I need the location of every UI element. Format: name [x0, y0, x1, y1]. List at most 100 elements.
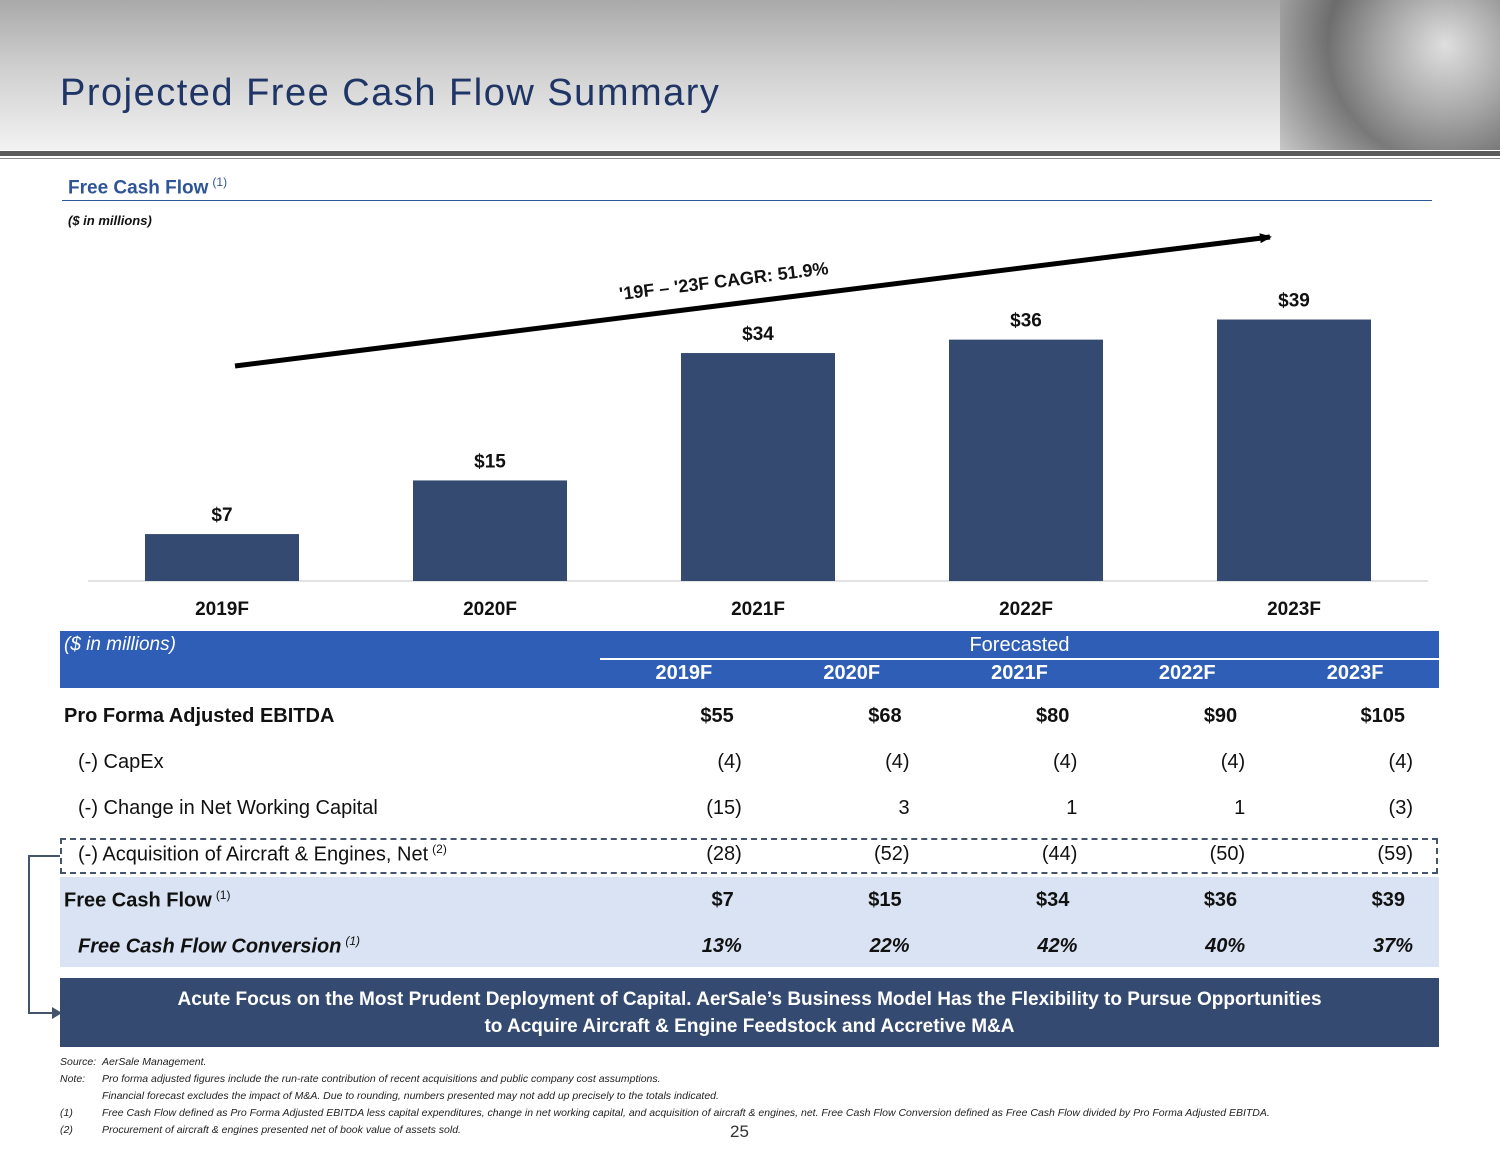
table-cell: $105	[1360, 704, 1405, 727]
table-cell: 3	[898, 796, 910, 819]
data-label: $36	[1010, 311, 1042, 332]
table-cell: (4)	[1052, 750, 1078, 773]
row-note-mark: (2)	[432, 841, 447, 856]
table-cell: (59)	[1377, 842, 1413, 865]
table-cell: (15)	[706, 796, 742, 819]
table-cell: 42%	[1037, 934, 1078, 957]
table-year-headers: 2019F 2020F 2021F 2022F 2023F	[600, 662, 1439, 685]
x-tick-label: 2021F	[731, 599, 785, 620]
section-divider	[62, 200, 1432, 201]
table-row-acquisition: (-) Acquisition of Aircraft & Engines, N…	[60, 831, 1439, 877]
row-label: Pro Forma Adjusted EBITDA	[64, 704, 335, 727]
year-header: 2020F	[823, 662, 881, 684]
table-row-fcf-conversion: Free Cash Flow Conversion (1) 13% 22% 42%…	[60, 923, 1439, 969]
footnote: (2) Procurement of aircraft & engines pre…	[60, 1122, 1440, 1139]
free-cash-flow-chart: '19F – '23F CAGR: 51.9% $72019F$152020F$…	[88, 233, 1428, 620]
x-tick-label: 2020F	[463, 599, 517, 620]
table-cell: $90	[1203, 704, 1238, 727]
year-header: 2022F	[1158, 662, 1216, 684]
row-label-text: (-) Acquisition of Aircraft & Engines, N…	[78, 843, 429, 866]
connector-line-vertical	[28, 855, 30, 1013]
table-cell: $36	[1203, 888, 1238, 911]
acquisition-highlight-box	[60, 838, 1438, 874]
row-label-text: Free Cash Flow	[64, 889, 212, 912]
bar-2019F	[145, 534, 299, 581]
table-cell: $39	[1371, 888, 1405, 911]
table-cell: $80	[1036, 704, 1070, 727]
table-cell: 1	[1066, 796, 1078, 819]
bar-2023F	[1217, 319, 1371, 581]
footnote: Financial forecast excludes the impact o…	[60, 1088, 1440, 1105]
table-cell: 13%	[701, 934, 742, 957]
table-row-ebitda: Pro Forma Adjusted EBITDA $55 $68 $80 $9…	[60, 693, 1439, 739]
footnote-text: Financial forecast excludes the impact o…	[102, 1090, 719, 1102]
footnotes: Source: AerSale Management. Note: Pro form…	[60, 1054, 1440, 1139]
row-note-mark: (1)	[215, 887, 231, 902]
header-divider-thin	[0, 158, 1500, 159]
table-cell: (28)	[706, 842, 742, 865]
forecasted-label: Forecasted	[969, 634, 1070, 656]
footnote-key: Note:	[60, 1073, 86, 1085]
row-label: Free Cash Flow Conversion (1)	[60, 934, 600, 959]
table-cell: $34	[1036, 888, 1070, 911]
bar-series: $7 2019F $15 2020F $34 2021F $36 2022F $39 2023F	[145, 291, 1371, 620]
table-cell: 22%	[869, 934, 910, 957]
chart-units: ($ in millions)	[68, 213, 152, 228]
footnote-key: Source:	[60, 1056, 97, 1068]
table-row-working-capital: (-) Change in Net Working Capital (15) 3…	[60, 785, 1439, 831]
cagr-arrow	[234, 233, 1272, 369]
table-cell: $15	[868, 888, 902, 911]
x-tick-label: 2022F	[999, 599, 1053, 620]
footnote-text: AerSale Management.	[102, 1056, 207, 1068]
connector-arrow-icon	[52, 1007, 62, 1019]
row-label: (-) Change in Net Working Capital	[78, 796, 378, 819]
section-title-text: Free Cash Flow	[68, 177, 209, 199]
row-label: Free Cash Flow (1)	[60, 888, 600, 913]
table-cell: 1	[1234, 796, 1246, 819]
callout-box: Acute Focus on the Most Prudent Deployme…	[60, 978, 1439, 1047]
table-cell: $7	[711, 888, 734, 911]
connector-line-bottom	[28, 1012, 54, 1014]
table-row-capex: (-) CapEx (4) (4) (4) (4) (4)	[60, 739, 1439, 785]
fcf-highlight-band	[60, 877, 1439, 967]
engine-image	[1280, 0, 1500, 150]
x-tick-label: 2023F	[1267, 599, 1321, 620]
row-label: (-) CapEx	[78, 750, 164, 773]
header-divider	[0, 151, 1500, 156]
footnote: Note: Pro forma adjusted figures include …	[60, 1071, 1440, 1088]
table-cell: 40%	[1205, 934, 1246, 957]
footnote-key: (2)	[60, 1124, 73, 1136]
table-body: Pro Forma Adjusted EBITDA $55 $68 $80 $9…	[60, 693, 1439, 969]
year-header: 2021F	[991, 662, 1048, 684]
footnote-key: (1)	[60, 1107, 73, 1119]
table-header: ($ in millions) Forecasted 2019F 2020F 2…	[60, 631, 1439, 688]
page-title: Projected Free Cash Flow Summary	[60, 72, 721, 114]
data-label: $39	[1278, 291, 1310, 312]
table-row-free-cash-flow: Free Cash Flow (1) $7 $15 $34 $36 $39	[60, 877, 1439, 923]
table-cell: (50)	[1209, 842, 1246, 865]
footnote-text: Pro forma adjusted figures include the r…	[102, 1073, 661, 1085]
bar-2022F	[949, 339, 1103, 581]
table-units: ($ in millions)	[64, 634, 176, 655]
table-cell: (3)	[1388, 796, 1413, 819]
row-label: (-) Acquisition of Aircraft & Engines, N…	[60, 842, 600, 867]
section-title: Free Cash Flow (1)	[68, 175, 227, 199]
table-cell: (4)	[1220, 750, 1246, 773]
table-cell: $55	[700, 704, 734, 727]
footnote-key	[60, 1088, 102, 1105]
connector-line-horizontal	[28, 855, 60, 857]
footnote: (1) Free Cash Flow defined as Pro Forma A…	[60, 1105, 1440, 1122]
table-cell: (44)	[1041, 842, 1078, 865]
callout-line-1: Acute Focus on the Most Prudent Deployme…	[177, 988, 1322, 1010]
header-band: Projected Free Cash Flow Summary	[0, 0, 1500, 150]
footnote-text: Procurement of aircraft & engines presen…	[102, 1124, 461, 1136]
table-cell: 37%	[1372, 934, 1413, 957]
x-tick-label: 2019F	[195, 599, 249, 620]
table-cell: (4)	[717, 750, 742, 773]
year-header: 2023F	[1326, 662, 1384, 684]
page-number: 25	[730, 1122, 749, 1141]
table-cell: $68	[868, 704, 902, 727]
footnote: Source: AerSale Management.	[60, 1054, 1440, 1071]
bar-2020F	[413, 480, 567, 581]
callout-line-2: to Acquire Aircraft & Engine Feedstock a…	[484, 1015, 1015, 1037]
